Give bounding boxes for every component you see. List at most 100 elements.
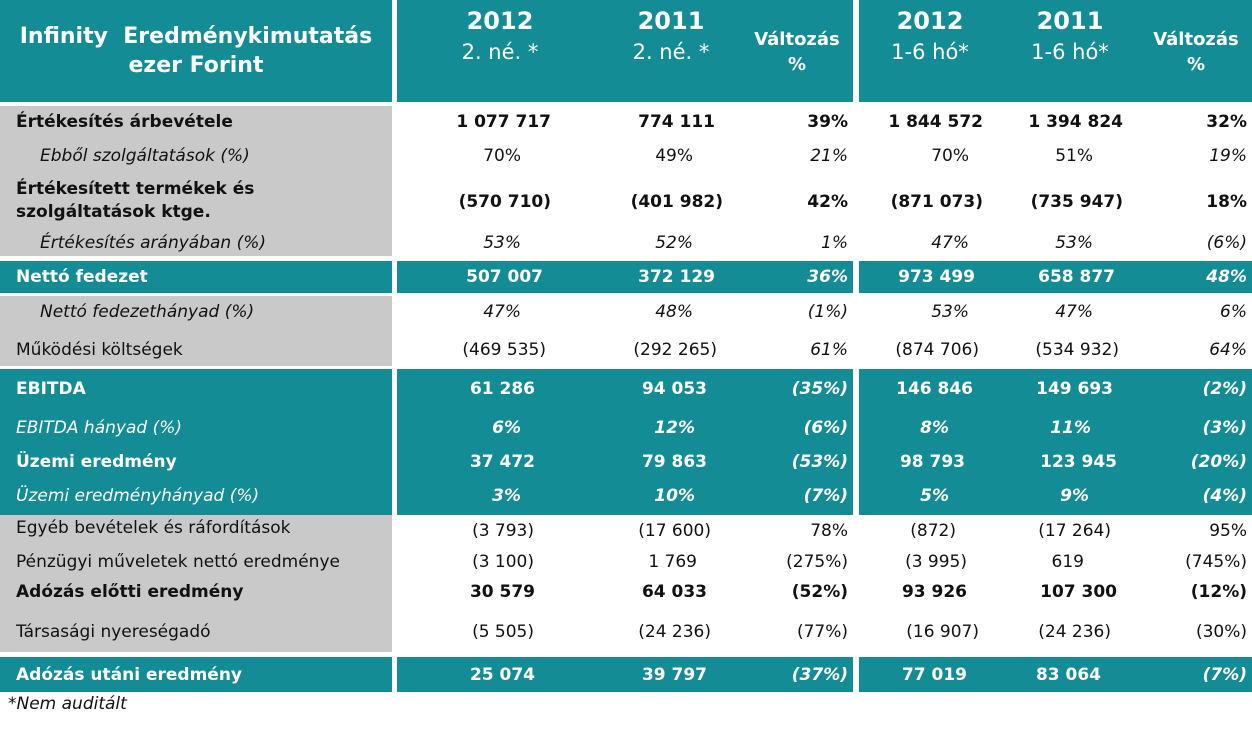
header-col3: Változás % [742,27,852,77]
cell-h1-2012: (3 995) [905,552,967,572]
cell-q2-2011: 10% [654,486,695,506]
cell-h1-change: (20%) [1190,452,1247,472]
cell-q2-2011: (17 600) [638,521,711,541]
row-label: Értékesítés árbevétele [16,112,233,132]
cell-h1-2012: 47% [931,233,969,253]
cell-h1-2012: 77 019 [901,665,967,685]
cell-h1-change: (12%) [1190,582,1247,602]
cell-q2-2012: 61 286 [469,379,535,399]
cell-q2-change: 78% [810,521,848,541]
cell-h1-2012: 146 846 [896,379,973,399]
cell-h1-change: 6% [1220,302,1247,322]
cell-h1-2011: (735 947) [1030,192,1123,212]
cell-q2-2012: 37 472 [469,452,535,472]
cell-h1-2012: (871 073) [890,192,983,212]
header-col1-sub: 2. né. * [461,40,539,64]
cell-h1-2012: 70% [931,146,969,166]
row-label: EBITDA hányad (%) [16,418,182,438]
cell-h1-2011: 83 064 [1035,665,1101,685]
cell-h1-2012: (872) [910,521,956,541]
cell-q2-2012: 507 007 [466,267,543,287]
cell-h1-2011: 53% [1055,233,1093,253]
cell-q2-change: (1%) [807,302,848,322]
cell-h1-2011: 51% [1055,146,1093,166]
cell-q2-change: 1% [821,233,848,253]
header-col3-line2: % [787,54,807,75]
cell-h1-2012: 5% [920,486,949,506]
row-label: Ebből szolgáltatások (%) [40,146,250,166]
header-col5: 2011 1-6 hó* [1000,6,1140,68]
cell-q2-2012: (3 100) [472,552,534,572]
cell-h1-2011: 11% [1050,418,1091,438]
cell-h1-2012: 1 844 572 [888,112,983,132]
row-bg-netto-fedezet-b [859,261,1252,293]
cell-q2-change: 21% [810,146,848,166]
header-col2-year: 2011 [637,7,705,35]
cell-h1-2011: 107 300 [1040,582,1117,602]
cell-q2-2012: 47% [483,302,521,322]
cell-h1-change: (745%) [1185,552,1247,572]
cell-q2-2012: 70% [483,146,521,166]
cell-h1-2011: 149 693 [1036,379,1113,399]
header-title-line1: Infinity Eredménykimutatás [19,24,373,49]
header-col2-sub: 2. né. * [632,40,710,64]
cell-q2-change: (6%) [803,418,848,438]
cell-h1-2011: 658 877 [1038,267,1115,287]
cell-h1-2011: 47% [1055,302,1093,322]
header-col3-line1: Változás [754,29,840,50]
cell-q2-2012: (469 535) [462,340,546,360]
cell-h1-change: (6%) [1206,233,1247,253]
label-column-bg-3 [0,515,392,652]
header-col5-year: 2011 [1036,7,1104,35]
cell-h1-change: (30%) [1195,622,1247,642]
cell-q2-2011: 1 769 [648,552,697,572]
row-label: EBITDA [16,379,86,399]
cell-h1-2012: (874 706) [895,340,979,360]
cell-q2-2011: 94 053 [641,379,707,399]
header-col4-year: 2012 [896,7,964,35]
cell-h1-change: 32% [1206,112,1247,132]
cell-q2-change: (37%) [791,665,848,685]
cell-h1-2011: (17 264) [1038,521,1111,541]
cell-q2-change: 39% [807,112,848,132]
cell-q2-2012: 30 579 [469,582,535,602]
header-block-second-half [859,0,1252,102]
cell-h1-change: (7%) [1202,665,1247,685]
cell-q2-change: (53%) [791,452,848,472]
row-label-line1: Értékesített termékek és [16,179,255,199]
row-bg-adozas-utani-a [397,657,853,692]
label-column-bg-2 [0,296,392,366]
header-col5-sub: 1-6 hó* [1031,40,1109,64]
cell-q2-2011: (24 236) [638,622,711,642]
header-col4: 2012 1-6 hó* [860,6,1000,68]
cell-h1-change: (4%) [1202,486,1247,506]
cell-q2-2011: 12% [654,418,695,438]
row-label: Működési költségek [16,340,183,360]
cell-q2-2012: 3% [492,486,521,506]
row-label: Egyéb bevételek és ráfordítások [16,518,291,538]
cell-h1-2012: 53% [931,302,969,322]
cell-q2-2012: (5 505) [472,622,534,642]
cell-q2-2012: 1 077 717 [456,112,551,132]
row-label: Adózás utáni eredmény [16,665,242,685]
row-label: Adózás előtti eredmény [16,582,244,602]
cell-q2-change: 36% [807,267,848,287]
row-label: Nettó fedezet [16,267,148,287]
cell-h1-2012: 973 499 [898,267,975,287]
cell-h1-change: (3%) [1202,418,1247,438]
cell-q2-2011: (292 265) [633,340,717,360]
header-title: Infinity Eredménykimutatás ezer Forint [0,22,392,80]
cell-q2-2012: (3 793) [472,521,534,541]
cell-h1-change: 48% [1206,267,1247,287]
cell-q2-change: (7%) [803,486,848,506]
cell-q2-2012: 53% [483,233,521,253]
cell-q2-2012: 25 074 [469,665,535,685]
header-col1: 2012 2. né. * [430,6,570,68]
cell-q2-2011: 39 797 [641,665,707,685]
cell-h1-2011: 9% [1060,486,1089,506]
cell-h1-2011: 619 [1051,552,1084,572]
block-bg-ebitda-b [859,369,1252,515]
cell-q2-2011: 49% [655,146,693,166]
cell-q2-2011: 774 111 [638,112,715,132]
block-bg-ebitda-label [0,369,392,515]
